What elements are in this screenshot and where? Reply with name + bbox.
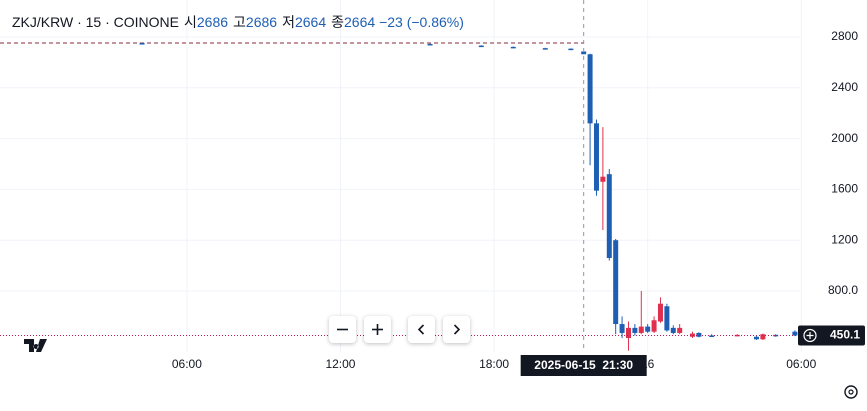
change-pct: (−0.86%) [406, 14, 464, 30]
candle-body [619, 324, 625, 333]
candle-body [478, 45, 484, 48]
x-tick-label: 12:00 [325, 357, 355, 371]
y-tick-label: 2400 [831, 80, 858, 94]
symbol: ZKJ/KRW · 15 · COINONE [12, 14, 179, 30]
ohlc-label: 저 [282, 14, 295, 30]
plus-icon [803, 328, 817, 343]
ohlc-label: 고 [233, 14, 246, 30]
icon [417, 324, 425, 335]
candle-body [792, 331, 798, 336]
plus-icon [806, 331, 814, 339]
icon [372, 324, 383, 335]
ohlc-label: 시 [183, 14, 197, 30]
candle-body [632, 327, 638, 333]
crosshair-box [520, 355, 647, 376]
x-tick-label: 18:00 [479, 357, 509, 371]
icon [453, 324, 461, 335]
candle-body [581, 51, 587, 55]
y-tick-label: 1200 [831, 232, 858, 246]
candle-body [677, 327, 683, 333]
candle-body [600, 176, 606, 182]
candle-body [651, 320, 657, 332]
x-tick-label: 06:00 [786, 357, 816, 371]
candle-body [593, 123, 599, 191]
ohlc-value: 2664 [294, 14, 327, 30]
y-tick-label: 2000 [831, 131, 858, 145]
candle-body [657, 303, 663, 322]
candle-body [510, 46, 516, 49]
x-tick-label: 06:00 [172, 357, 202, 371]
candle-body [709, 335, 715, 337]
ohlc-label: 종 [331, 14, 345, 30]
settings-icon [844, 385, 858, 399]
y-tick-label: 1600 [831, 182, 858, 196]
ohlc-value: 2686 [245, 14, 278, 30]
candle-body [638, 326, 644, 333]
candle-body [753, 336, 759, 340]
candle-body [645, 326, 651, 332]
logo [24, 339, 47, 352]
candle-body [542, 48, 548, 50]
settings-icon [848, 389, 854, 395]
y-tick-label: 2800 [831, 29, 858, 43]
candle-body [670, 327, 676, 333]
candle-body [664, 306, 670, 331]
candle-body [734, 334, 740, 337]
ohlc-value: 2686 [196, 14, 229, 30]
candle-body [689, 333, 695, 337]
candle-body [587, 54, 593, 124]
candle-body [613, 240, 619, 325]
candle-body [760, 334, 766, 340]
candle-body [696, 332, 702, 337]
zoom-in-button[interactable] [364, 316, 391, 343]
legend-header: ZKJ/KRW · 15 · COINONE 시2686 고2686 저2664 종26… [12, 12, 464, 32]
last-price-label: 450.1 [830, 328, 860, 342]
scroll-right-button[interactable] [443, 316, 470, 343]
icon [337, 328, 348, 331]
candle-body [139, 43, 145, 45]
candle-body [606, 174, 612, 258]
ohlc-value: 2664 [344, 14, 376, 30]
candle-body [625, 327, 631, 339]
scroll-left-button[interactable] [408, 316, 435, 343]
zoom-out-button[interactable] [329, 316, 356, 343]
candle-body [568, 48, 574, 51]
candle-body [427, 43, 433, 46]
y-tick-label: 800.0 [828, 283, 858, 297]
crosshair-label: 2025-06-15 21:30 [534, 358, 633, 372]
last-price-box [798, 325, 865, 346]
change: −23 [379, 14, 403, 30]
candle-body [773, 334, 779, 337]
